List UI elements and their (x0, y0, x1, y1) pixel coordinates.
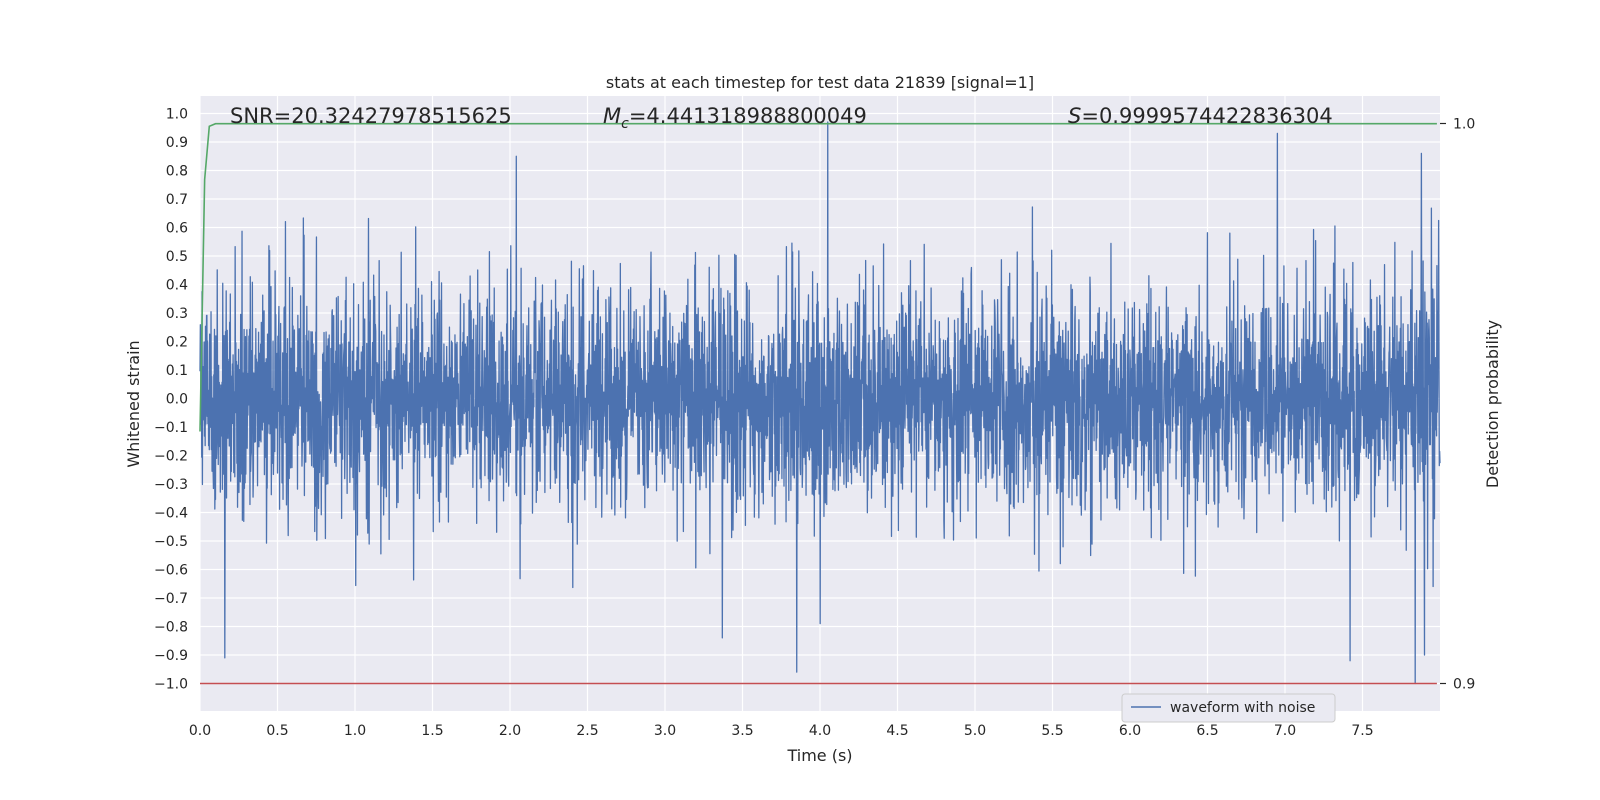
legend-box (1121, 693, 1336, 723)
y-tick-label: 1.0 (166, 107, 188, 123)
legend-label-waveform: waveform with noise (1170, 700, 1315, 716)
score-symbol: S (1068, 104, 1081, 128)
snr-annotation: SNR=20.32427978515625 (230, 104, 512, 128)
y-tick-label: 0.8 (166, 164, 188, 180)
y-axis-ticks: 1.0 0.9 0.8 0.7 0.6 0.5 0.4 0.3 0.2 0.1 0.0 −0.1 −0.… (154, 107, 188, 693)
y-tick-label: −0.5 (154, 534, 188, 550)
x-tick-label: 4.5 (886, 723, 908, 739)
x-tick-label: 0.5 (266, 723, 288, 739)
x-tick-label: 5.0 (964, 723, 986, 739)
x-tick-label: 3.0 (654, 723, 676, 739)
x-tick-label: 0.0 (189, 723, 211, 739)
y2-tick-label: 0.9 (1453, 677, 1475, 693)
x-tick-label: 5.5 (1041, 723, 1063, 739)
chirp-mass-value: =4.441318988800049 (629, 104, 867, 128)
x-tick-label: 7.5 (1351, 723, 1373, 739)
y-axis-label: Whitened strain (124, 340, 143, 467)
x-tick-label: 3.5 (731, 723, 753, 739)
x-tick-label: 2.0 (499, 723, 521, 739)
y-tick-label: −0.9 (154, 648, 188, 664)
y-tick-label: 0.2 (166, 335, 188, 351)
y-tick-label: 0.3 (166, 306, 188, 322)
score-value: =0.9999574422836304 (1081, 104, 1332, 128)
y-tick-label: −0.7 (154, 591, 188, 607)
y-tick-label: 0.4 (166, 278, 188, 294)
series-waveform-line (199, 121, 1441, 685)
y2-axis-label: Detection probability (1483, 320, 1502, 488)
x-tick-label: 4.0 (809, 723, 831, 739)
chirp-mass-subscript: c (621, 116, 629, 132)
y-tick-label: 0.6 (166, 221, 188, 237)
y-tick-label: −0.8 (154, 620, 188, 636)
x-tick-label: 2.5 (576, 723, 598, 739)
legend: waveform with noise (1121, 693, 1336, 723)
chart-title: stats at each timestep for test data 218… (606, 73, 1034, 92)
y2-axis-ticks: 1.0 0.9 (1440, 117, 1475, 693)
x-tick-label: 1.5 (421, 723, 443, 739)
y-tick-label: 0.5 (166, 249, 188, 265)
y-tick-label: −0.2 (154, 449, 188, 465)
y-tick-label: 0.9 (166, 135, 188, 151)
x-axis-ticks: 0.0 0.5 1.0 1.5 2.0 2.5 3.0 3.5 4.0 4.5 5.0 5.5 6.0 6… (189, 723, 1374, 739)
y2-tick-label: 1.0 (1453, 117, 1475, 133)
chirp-mass-annotation: Mc=4.441318988800049 (603, 104, 867, 132)
y-tick-label: −0.4 (154, 506, 188, 522)
x-axis-label: Time (s) (786, 746, 852, 765)
series-detection-probability-line (199, 122, 1437, 432)
x-tick-label: 1.0 (344, 723, 366, 739)
y-tick-label: −1.0 (154, 677, 188, 693)
y-tick-label: 0.0 (166, 392, 188, 408)
chirp-mass-symbol: M (603, 104, 621, 128)
x-tick-label: 7.0 (1274, 723, 1296, 739)
plot-content (199, 121, 1441, 685)
y-tick-label: −0.3 (154, 477, 188, 493)
x-tick-label: 6.0 (1119, 723, 1141, 739)
y-tick-label: −0.6 (154, 563, 188, 579)
y-tick-label: −0.1 (154, 420, 188, 436)
y-tick-label: 0.1 (166, 363, 188, 379)
score-annotation: S=0.9999574422836304 (1068, 104, 1333, 128)
x-tick-label: 6.5 (1196, 723, 1218, 739)
y-tick-label: 0.7 (166, 192, 188, 208)
